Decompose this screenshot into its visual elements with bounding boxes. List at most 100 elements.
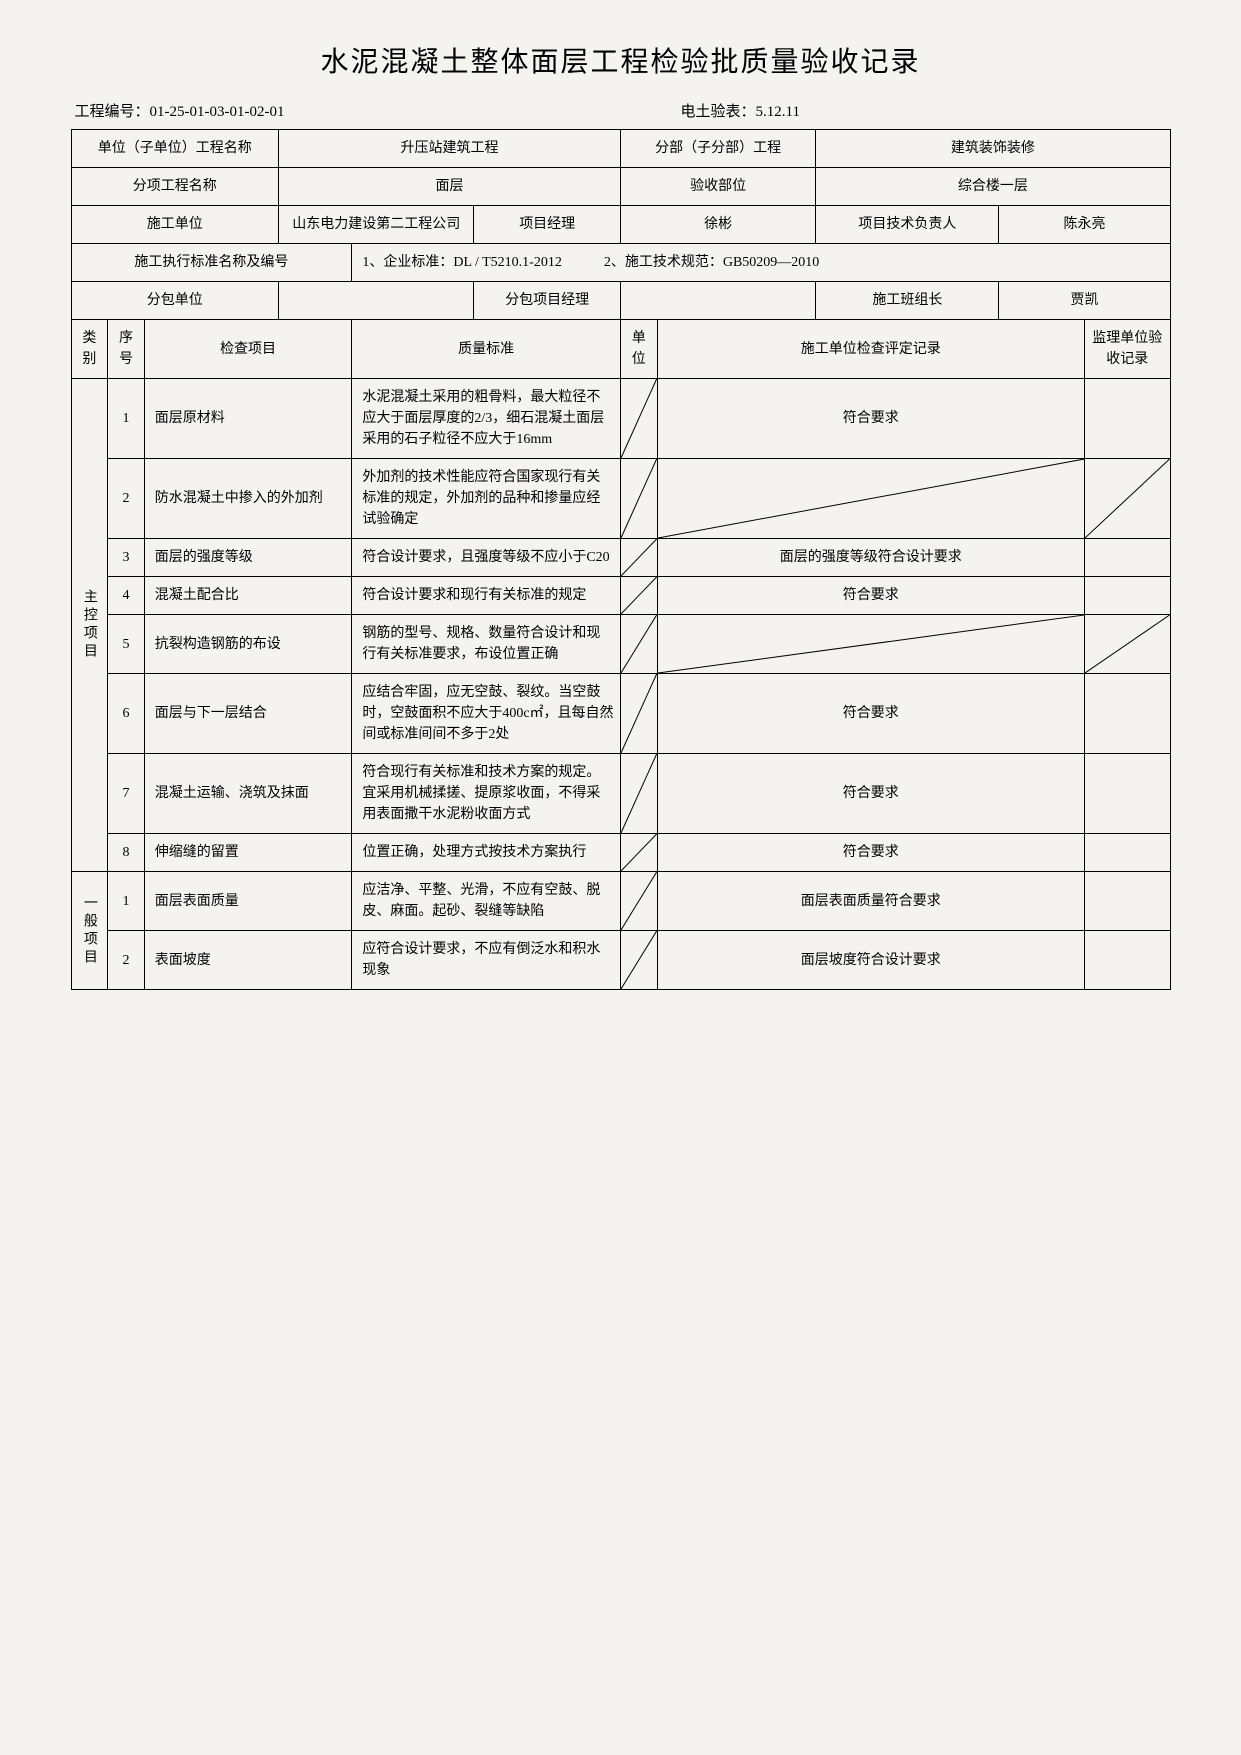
check-item-cell: 抗裂构造钢筋的布设 <box>144 615 352 674</box>
quality-std-cell: 水泥混凝土采用的粗骨料，最大粒径不应大于面层厚度的2/3，细石混凝土面层采用的石… <box>352 379 621 459</box>
seq-cell: 8 <box>108 834 145 872</box>
quality-std-cell: 符合现行有关标准和技术方案的规定。宜采用机械揉搓、提原浆收面，不得采用表面撒干水… <box>352 754 621 834</box>
construct-unit-value: 山东电力建设第二工程公司 <box>279 206 474 244</box>
check-item-cell: 表面坡度 <box>144 931 352 990</box>
sub-unit-label: 分包单位 <box>71 282 279 320</box>
check-item-cell: 面层与下一层结合 <box>144 674 352 754</box>
seq-cell: 6 <box>108 674 145 754</box>
table-row: 5抗裂构造钢筋的布设钢筋的型号、规格、数量符合设计和现行有关标准要求，布设位置正… <box>71 615 1170 674</box>
accept-part-label: 验收部位 <box>620 168 815 206</box>
quality-std-cell: 钢筋的型号、规格、数量符合设计和现行有关标准要求，布设位置正确 <box>352 615 621 674</box>
subpart-label: 分部（子分部）工程 <box>620 130 815 168</box>
construct-record-cell <box>657 459 1084 539</box>
unit-cell <box>620 459 657 539</box>
unit-cell <box>620 539 657 577</box>
check-item-cell: 面层表面质量 <box>144 872 352 931</box>
table-row: 8伸缩缝的留置位置正确，处理方式按技术方案执行符合要求 <box>71 834 1170 872</box>
unit-cell <box>620 872 657 931</box>
construct-record-cell <box>657 615 1084 674</box>
quality-std-cell: 应符合设计要求，不应有倒泛水和积水现象 <box>352 931 621 990</box>
supervise-record-cell <box>1084 379 1170 459</box>
check-item-cell: 面层原材料 <box>144 379 352 459</box>
project-no-value: 01-25-01-03-01-02-01 <box>150 104 285 120</box>
table-row: 2防水混凝土中掺入的外加剂外加剂的技术性能应符合国家现行有关标准的规定，外加剂的… <box>71 459 1170 539</box>
quality-std-cell: 符合设计要求，且强度等级不应小于C20 <box>352 539 621 577</box>
sub-pm-value <box>620 282 815 320</box>
std-value: 1、企业标准：DL / T5210.1-2012 2、施工技术规范：GB5020… <box>352 244 1170 282</box>
pm-label: 项目经理 <box>474 206 621 244</box>
unit-cell <box>620 615 657 674</box>
team-leader-value: 贾凯 <box>999 282 1170 320</box>
seq-cell: 5 <box>108 615 145 674</box>
unit-cell <box>620 931 657 990</box>
team-leader-label: 施工班组长 <box>816 282 999 320</box>
quality-std-cell: 应结合牢固，应无空鼓、裂纹。当空鼓时，空鼓面积不应大于400c㎡，且每自然间或标… <box>352 674 621 754</box>
unit-label: 单位（子单位）工程名称 <box>71 130 279 168</box>
unit-cell <box>620 379 657 459</box>
check-item-cell: 防水混凝土中掺入的外加剂 <box>144 459 352 539</box>
table-row: 6面层与下一层结合应结合牢固，应无空鼓、裂纹。当空鼓时，空鼓面积不应大于400c… <box>71 674 1170 754</box>
supervise-record-cell <box>1084 872 1170 931</box>
check-item-cell: 面层的强度等级 <box>144 539 352 577</box>
pm-value: 徐彬 <box>620 206 815 244</box>
category-cell: 一般项目 <box>71 872 108 990</box>
form-number: 电土验表：5.12.11 <box>561 100 1167 121</box>
construct-record-cell: 面层坡度符合设计要求 <box>657 931 1084 990</box>
check-item-cell: 伸缩缝的留置 <box>144 834 352 872</box>
subpart-value: 建筑装饰装修 <box>816 130 1170 168</box>
seq-cell: 2 <box>108 931 145 990</box>
unit-value: 升压站建筑工程 <box>279 130 621 168</box>
quality-std-cell: 应洁净、平整、光滑，不应有空鼓、脱皮、麻面。起砂、裂缝等缺陷 <box>352 872 621 931</box>
quality-std-cell: 位置正确，处理方式按技术方案执行 <box>352 834 621 872</box>
construct-record-cell: 符合要求 <box>657 834 1084 872</box>
table-row: 施工执行标准名称及编号 1、企业标准：DL / T5210.1-2012 2、施… <box>71 244 1170 282</box>
header-info: 工程编号：01-25-01-03-01-02-01 电土验表：5.12.11 <box>71 100 1171 121</box>
check-item-cell: 混凝土配合比 <box>144 577 352 615</box>
supervise-record-cell <box>1084 615 1170 674</box>
form-no-value: 5.12.11 <box>756 104 800 120</box>
table-row: 3面层的强度等级符合设计要求，且强度等级不应小于C20面层的强度等级符合设计要求 <box>71 539 1170 577</box>
accept-part-value: 综合楼一层 <box>816 168 1170 206</box>
quality-std-cell: 外加剂的技术性能应符合国家现行有关标准的规定，外加剂的品种和掺量应经试验确定 <box>352 459 621 539</box>
unit-cell <box>620 577 657 615</box>
category-cell: 主控项目 <box>71 379 108 872</box>
supervise-record-cell <box>1084 459 1170 539</box>
supervise-record-cell <box>1084 834 1170 872</box>
std-label: 施工执行标准名称及编号 <box>71 244 352 282</box>
construct-unit-label: 施工单位 <box>71 206 279 244</box>
tech-leader-value: 陈永亮 <box>999 206 1170 244</box>
table-row: 施工单位 山东电力建设第二工程公司 项目经理 徐彬 项目技术负责人 陈永亮 <box>71 206 1170 244</box>
check-item-cell: 混凝土运输、浇筑及抹面 <box>144 754 352 834</box>
table-row: 4混凝土配合比符合设计要求和现行有关标准的规定符合要求 <box>71 577 1170 615</box>
construct-record-cell: 符合要求 <box>657 754 1084 834</box>
table-row: 2表面坡度应符合设计要求，不应有倒泛水和积水现象面层坡度符合设计要求 <box>71 931 1170 990</box>
sub-pm-label: 分包项目经理 <box>474 282 621 320</box>
item-label: 分项工程名称 <box>71 168 279 206</box>
construct-record-cell: 符合要求 <box>657 674 1084 754</box>
construct-record-cell: 符合要求 <box>657 379 1084 459</box>
seq-cell: 1 <box>108 379 145 459</box>
table-row: 分项工程名称 面层 验收部位 综合楼一层 <box>71 168 1170 206</box>
table-row: 单位（子单位）工程名称 升压站建筑工程 分部（子分部）工程 建筑装饰装修 <box>71 130 1170 168</box>
supervise-record-cell <box>1084 674 1170 754</box>
construct-record-cell: 符合要求 <box>657 577 1084 615</box>
table-row: 分包单位 分包项目经理 施工班组长 贾凯 <box>71 282 1170 320</box>
construct-record-cell: 面层表面质量符合要求 <box>657 872 1084 931</box>
seq-cell: 2 <box>108 459 145 539</box>
seq-cell: 4 <box>108 577 145 615</box>
col-check-item: 检查项目 <box>144 320 352 379</box>
form-no-label: 电土验表： <box>681 104 756 120</box>
sub-unit-value <box>279 282 474 320</box>
item-value: 面层 <box>279 168 621 206</box>
seq-cell: 7 <box>108 754 145 834</box>
quality-std-cell: 符合设计要求和现行有关标准的规定 <box>352 577 621 615</box>
page-container: 水泥混凝土整体面层工程检验批质量验收记录 工程编号：01-25-01-03-01… <box>71 40 1171 990</box>
col-category: 类别 <box>71 320 108 379</box>
col-seq: 序号 <box>108 320 145 379</box>
document-title: 水泥混凝土整体面层工程检验批质量验收记录 <box>71 40 1171 80</box>
inspection-table: 单位（子单位）工程名称 升压站建筑工程 分部（子分部）工程 建筑装饰装修 分项工… <box>71 129 1171 990</box>
table-row: 7混凝土运输、浇筑及抹面符合现行有关标准和技术方案的规定。宜采用机械揉搓、提原浆… <box>71 754 1170 834</box>
tech-leader-label: 项目技术负责人 <box>816 206 999 244</box>
seq-cell: 1 <box>108 872 145 931</box>
unit-cell <box>620 834 657 872</box>
